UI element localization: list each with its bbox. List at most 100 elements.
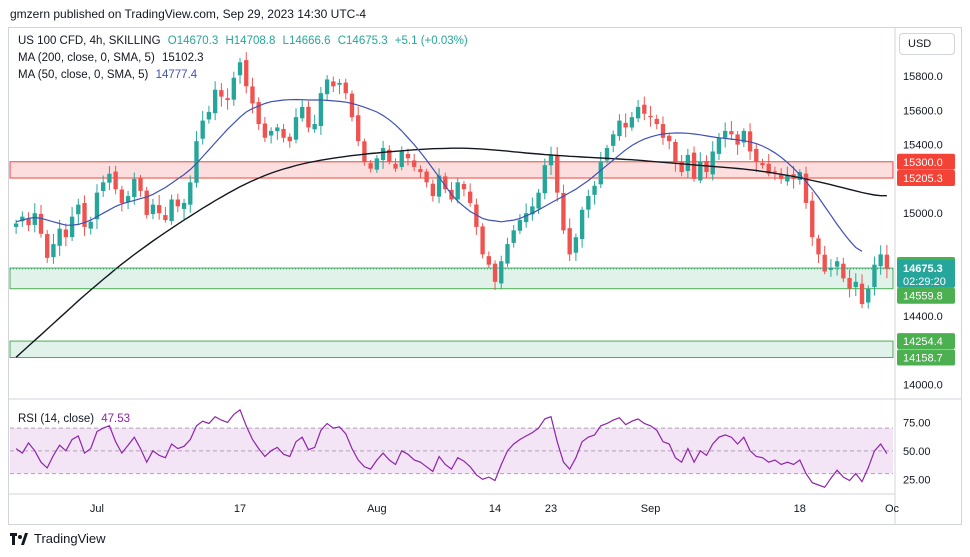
legend-ma50-label: MA (50, close, 0, SMA, 5): [18, 69, 149, 81]
candle-body: [212, 89, 218, 114]
candle-body: [884, 254, 890, 269]
candle-body: [349, 93, 355, 118]
candle-body: [505, 244, 510, 264]
candle-body: [76, 204, 81, 215]
badge-support1-bottom: 14559.8: [903, 291, 943, 303]
candle-body: [262, 123, 268, 138]
candle-body: [418, 169, 423, 173]
candle-body: [710, 151, 715, 175]
candle-body: [648, 115, 653, 118]
zone-resistance-0: [9, 161, 894, 179]
candle-body: [430, 183, 436, 197]
candle-body: [399, 151, 404, 168]
candle-body: [530, 206, 535, 215]
candle-body: [188, 182, 193, 205]
candle-body: [13, 223, 19, 227]
badge-current-bg: [897, 259, 955, 288]
candle-body: [57, 228, 62, 246]
candle-body: [318, 93, 324, 127]
currency-button[interactable]: USD: [899, 33, 955, 55]
candle-body: [256, 102, 261, 125]
candle-body: [206, 112, 212, 120]
grid-lines: [8, 28, 962, 525]
price-badges: 15300.015205.314680.314675.302:29:201455…: [897, 153, 955, 366]
candle-body: [306, 106, 311, 128]
time-tick-label: Oc: [885, 503, 900, 515]
candle-body: [436, 175, 442, 197]
candle-body: [225, 98, 230, 101]
candle-body: [542, 165, 547, 194]
candle-body: [722, 130, 728, 138]
legend-ma200-label: MA (200, close, 0, SMA, 5): [18, 52, 155, 64]
legend-symbol: US 100 CFD, 4h, SKILLING: [18, 35, 161, 47]
legend-ma50: MA (50, close, 0, SMA, 5) 14777.4: [18, 69, 201, 81]
candle-body: [231, 77, 236, 100]
candle-body: [175, 199, 181, 207]
candle-body: [20, 216, 25, 222]
candle-body: [604, 148, 610, 161]
badge-support2-top: 14254.4: [903, 336, 943, 348]
badge-resistance-bottom: 15205.3: [903, 173, 943, 185]
price-axis: 15800.0 15600.0 15400.0 15000.0 14400.0 14000…: [903, 71, 943, 486]
legend-ma200-value: 15102.3: [161, 52, 204, 64]
candle-body: [337, 82, 342, 85]
candle-body: [150, 204, 156, 215]
candle-body: [45, 234, 50, 258]
zone-rectangles: [9, 161, 894, 358]
candle-body: [69, 216, 75, 238]
candle-body: [492, 263, 498, 282]
badge-support2-bottom-bg: [897, 349, 955, 366]
candle-body: [287, 136, 292, 142]
candle-body: [859, 283, 865, 305]
candle-body: [461, 184, 467, 190]
time-axis: Jul 17 Aug 14 23 Sep 18 Oc: [90, 503, 900, 515]
candle-body: [822, 254, 827, 272]
candle-body: [113, 171, 118, 190]
candle-body: [244, 60, 249, 87]
badge-current-price: 14675.3: [903, 263, 943, 275]
rsi-tick-label: 25.00: [903, 474, 931, 486]
candle-body: [63, 229, 69, 238]
candle-body: [629, 117, 635, 128]
candle-body: [803, 173, 809, 203]
candle-body: [138, 177, 143, 191]
candle-body: [101, 182, 106, 192]
candle-body: [523, 213, 529, 223]
candle-body: [312, 124, 317, 130]
candle-body: [107, 173, 112, 183]
legend-ma50-value: 14777.4: [155, 69, 198, 81]
candle-body: [598, 161, 603, 185]
price-tick-label: 14400.0: [903, 311, 943, 323]
candle-body: [362, 141, 367, 162]
time-tick-label: Sep: [641, 503, 661, 515]
legend-high: H14708.8: [225, 35, 276, 47]
candle-body: [275, 127, 280, 132]
candle-body: [38, 213, 44, 234]
legend-main-series: US 100 CFD, 4h, SKILLING O14670.3 H14708…: [18, 35, 472, 47]
badge-resistance-top: 15300.0: [903, 157, 943, 169]
candle-body: [412, 160, 417, 167]
badge-countdown: 02:29:20: [903, 276, 946, 288]
candle-body: [766, 163, 771, 174]
candle-body: [51, 244, 56, 258]
candle-body: [125, 196, 131, 203]
footer-brand: TradingView: [34, 531, 106, 546]
candle-body: [387, 149, 392, 162]
rsi-tick-label: 75.00: [903, 417, 931, 429]
candle-body: [729, 131, 734, 135]
candle-body: [219, 90, 224, 97]
candle-body: [716, 137, 722, 154]
candle-body: [586, 196, 591, 210]
candle-body: [163, 215, 168, 221]
candle-body: [424, 171, 429, 183]
candle-body: [772, 171, 778, 173]
badge-resistance-top-bg: [897, 153, 955, 170]
candle-body: [393, 163, 398, 169]
candle-body: [555, 155, 560, 193]
legend-ma200: MA (200, close, 0, SMA, 5) 15102.3: [18, 52, 208, 64]
candle-body: [660, 124, 666, 138]
candle-body: [797, 172, 802, 180]
candle-body: [156, 205, 162, 214]
candle-body: [343, 82, 348, 94]
